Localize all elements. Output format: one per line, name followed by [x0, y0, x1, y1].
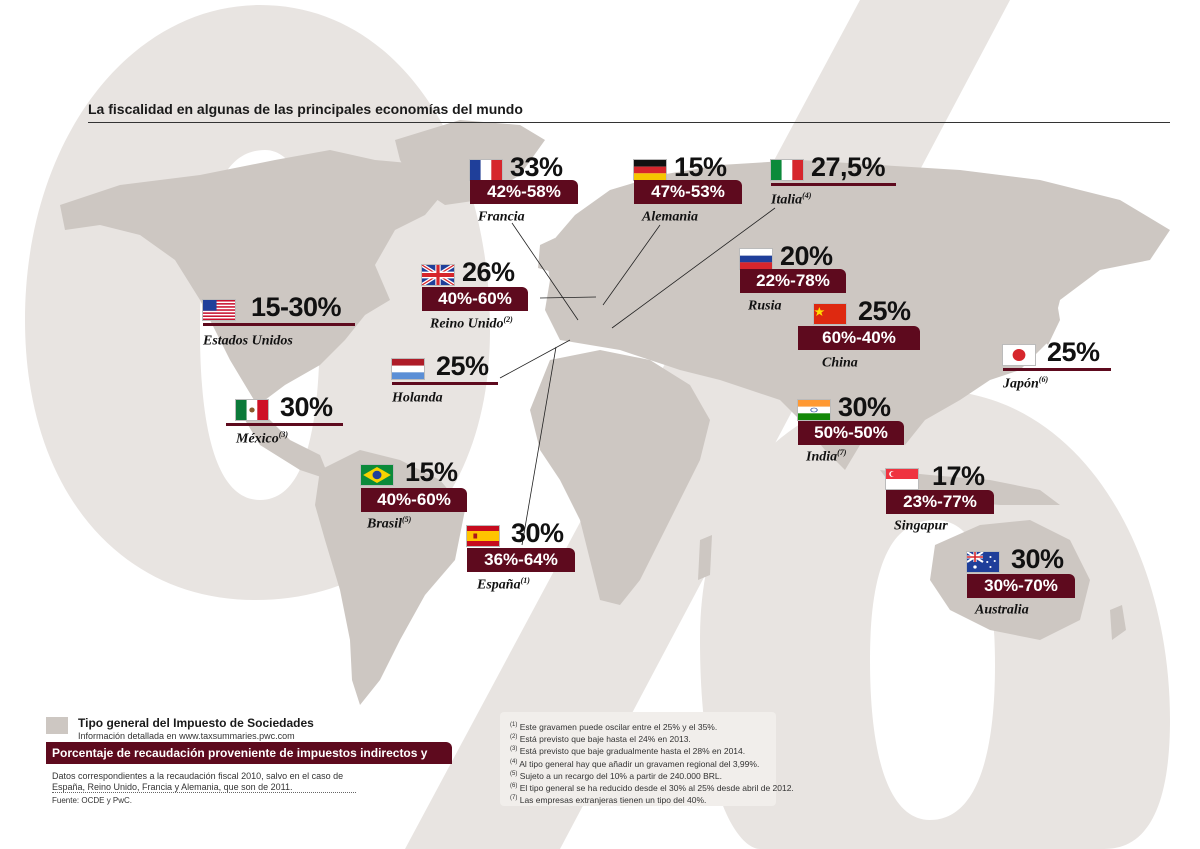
tax-split-pill: 22%-78% [740, 269, 846, 293]
tax-rate: 30% [280, 392, 333, 422]
france-flag-icon [470, 160, 502, 180]
tax-split-pill: 42%-58% [470, 180, 578, 204]
rate-underline [1003, 368, 1111, 371]
legend-rate-label: Tipo general del Impuesto de Sociedades [78, 716, 314, 730]
madagascar-shape [698, 535, 712, 580]
netherlands-flag-icon [392, 359, 424, 379]
italy-flag-icon [771, 160, 803, 180]
continents [60, 120, 1170, 705]
new-zealand-shape [1110, 605, 1126, 640]
russia-flag-icon [740, 249, 772, 269]
leader-holanda [499, 339, 571, 379]
tax-rate: 15% [674, 152, 727, 182]
legend-split-label: Porcentaje de recaudación proveniente de… [46, 742, 452, 782]
country-name: España(1) [477, 576, 530, 593]
tax-rate: 33% [510, 152, 563, 182]
tax-split-pill: 30%-70% [967, 574, 1075, 598]
tax-rate: 20% [780, 241, 833, 271]
tax-rate: 25% [436, 351, 489, 381]
data-note: Datos correspondientes a la recaudación … [52, 771, 344, 792]
usa-flag-icon [203, 300, 235, 320]
country-name: Francia [478, 209, 525, 225]
country-name: Japón(6) [1003, 375, 1049, 392]
percent-top-circle [25, 5, 490, 600]
country-name: Italia(4) [771, 191, 812, 208]
rate-underline [203, 323, 355, 326]
footnotes-box: (1) Este gravamen puede oscilar entre el… [500, 712, 794, 806]
uk-flag-icon [422, 265, 454, 285]
tax-rate: 30% [838, 392, 891, 422]
tax-rate: 17% [932, 461, 985, 491]
tax-split-pill: 40%-60% [422, 287, 528, 311]
title-rule [88, 122, 1170, 123]
tax-split-pill: 60%-40% [798, 326, 920, 350]
leader-alemania [602, 224, 661, 306]
country-name: Estados Unidos [203, 333, 293, 349]
country-name: Brasil(5) [367, 515, 412, 532]
brazil-flag-icon [361, 465, 393, 485]
spain-flag-icon [467, 526, 499, 546]
country-name: Alemania [642, 209, 699, 225]
country-name: Australia [975, 602, 1029, 618]
uk-shape [538, 238, 560, 272]
footnote: (1) Este gravamen puede oscilar entre el… [510, 721, 718, 732]
footnote: (4) Al tipo general hay que añadir un gr… [510, 758, 760, 769]
rate-underline [226, 423, 343, 426]
country-name: Rusia [748, 298, 782, 314]
country-name: Reino Unido(2) [430, 315, 513, 332]
note-divider [52, 792, 356, 793]
germany-flag-icon [634, 160, 666, 180]
country-name: Holanda [392, 390, 443, 406]
tax-split-pill: 36%-64% [467, 548, 575, 572]
rate-underline [771, 183, 896, 186]
tax-rate: 15-30% [251, 292, 342, 322]
tax-split-pill: 23%-77% [886, 490, 994, 514]
tax-split-pill: 47%-53% [634, 180, 742, 204]
footnote: (2) Está previsto que baje hasta el 24% … [510, 734, 691, 745]
tax-split-pill: 50%-50% [798, 421, 904, 445]
japan-flag-icon [1003, 345, 1035, 365]
mexico-flag-icon [236, 400, 268, 420]
eurasia-shape [545, 160, 1170, 470]
footnote: (3) Está previsto que baje gradualmente … [510, 746, 746, 757]
leader-espana [521, 346, 557, 546]
south-america-shape [315, 450, 465, 705]
legend-rate-swatch [46, 717, 68, 734]
tax-rate: 30% [511, 518, 564, 548]
footnote: (7) Las empresas extranjeras tienen un t… [510, 795, 707, 806]
country-name: India(7) [806, 448, 847, 465]
tax-rate: 25% [858, 296, 911, 326]
tax-rate: 30% [1011, 544, 1064, 574]
leader-italia [611, 207, 776, 329]
tax-rate: 25% [1047, 337, 1100, 367]
footnote: (5) Sujeto a un recargo del 10% a partir… [510, 770, 722, 781]
country-name: China [822, 355, 858, 371]
africa-shape [530, 350, 710, 605]
singapore-flag-icon [886, 469, 918, 489]
footnote: (6) El tipo general se ha reducido desde… [510, 783, 794, 793]
leader-lines [499, 207, 776, 546]
source-label: Fuente: OCDE y PwC. [52, 796, 133, 805]
country-name: Singapur [894, 518, 948, 534]
leader-reino-unido [539, 296, 597, 299]
north-america-shape [60, 150, 450, 480]
rate-underline [392, 382, 498, 385]
tax-split-pill: 40%-60% [361, 488, 467, 512]
tax-rate: 26% [462, 257, 515, 287]
country-name: México(3) [236, 430, 289, 447]
page-title: La fiscalidad en algunas de las principa… [88, 101, 523, 117]
tax-rate: 15% [405, 457, 458, 487]
india-flag-icon [798, 400, 830, 420]
tax-rate: 27,5% [811, 152, 886, 182]
legend-rate-sublabel: Información detallada en www.taxsummarie… [78, 731, 295, 741]
china-flag-icon [814, 304, 846, 324]
japan-shape [1038, 290, 1060, 345]
leader-francia [511, 222, 579, 321]
australia-flag-icon [967, 552, 999, 572]
